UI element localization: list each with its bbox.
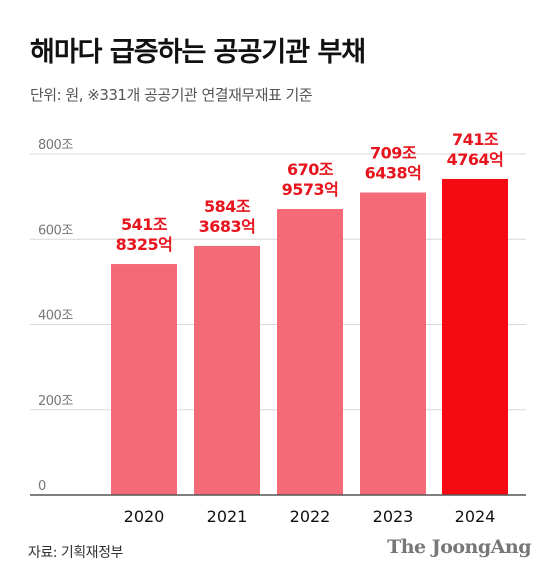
y-tick-label: 600조 <box>38 223 73 238</box>
bar-2020 <box>111 264 177 495</box>
x-tick-label: 2021 <box>207 507 248 526</box>
data-label: 584조 <box>204 197 251 216</box>
bar-2023 <box>360 192 426 495</box>
x-tick-label: 2023 <box>373 507 414 526</box>
chart-title: 해마다 급증하는 공공기관 부채 <box>30 37 366 68</box>
data-label: 541조 <box>121 215 168 234</box>
x-tick-label: 2022 <box>290 507 331 526</box>
source-note: 자료: 기획재정부 <box>28 545 123 561</box>
x-tick-label: 2024 <box>455 507 496 526</box>
data-label: 709조 <box>370 144 417 163</box>
data-label: 8325억 <box>116 235 173 254</box>
data-label: 670조 <box>287 160 334 179</box>
data-label: 6438억 <box>365 164 422 183</box>
y-tick-label: 400조 <box>38 309 73 324</box>
brand-logo: The JoongAng <box>387 536 531 558</box>
data-label: 741조 <box>452 130 499 149</box>
y-tick-label: 800조 <box>38 138 73 153</box>
data-label: 3683억 <box>199 217 256 236</box>
chart-subtitle: 단위: 원, ※331개 공공기관 연결재무재표 기준 <box>30 86 313 104</box>
y-tick-label: 0 <box>38 479 46 494</box>
bar-2021 <box>194 245 260 495</box>
bar-2022 <box>277 209 343 495</box>
data-label: 4764억 <box>447 150 504 169</box>
y-tick-label: 200조 <box>38 394 73 409</box>
bar-2024 <box>442 178 508 495</box>
x-tick-label: 2020 <box>124 507 165 526</box>
data-label: 9573억 <box>282 180 339 199</box>
